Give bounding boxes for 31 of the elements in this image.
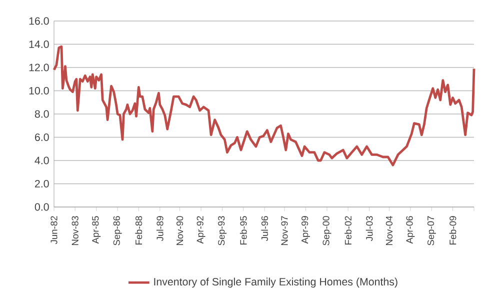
x-tick-label: Nov-83 [72, 216, 78, 246]
x-tick-label: Jun-82 [50, 216, 58, 244]
x-tick-label: Jul-89 [156, 216, 164, 241]
y-tick-label: 16.0 [29, 17, 49, 25]
x-tick-label: Sep-93 [218, 216, 227, 246]
y-tick-label: 10.0 [29, 86, 49, 95]
x-tick-label: Sep-00 [322, 216, 332, 246]
x-tick-label: Nov-90 [176, 216, 184, 246]
x-tick-label: Apr-99 [302, 216, 310, 244]
y-tick-label: 8.0 [34, 110, 49, 118]
x-tick-label: Apr-92 [196, 216, 206, 244]
x-tick-label: Nov-97 [281, 216, 288, 246]
x-tick-label: Feb-88 [135, 216, 142, 244]
x-tick-label: Nov-04 [386, 216, 392, 246]
y-tick-label: 2.0 [35, 180, 49, 188]
x-tick-label: Feb-95 [240, 216, 247, 244]
x-tick-label: Jul-03 [366, 216, 373, 241]
y-tick-label: 12.0 [29, 64, 49, 72]
y-tick-label: 14.0 [29, 40, 49, 48]
x-tick-label: Apr-06 [406, 216, 415, 244]
x-tick-label: Feb-02 [344, 216, 352, 244]
y-tick-label: 0.0 [34, 203, 49, 211]
x-tick-label: Feb-09 [449, 216, 456, 244]
x-tick-label: Jul-96 [261, 216, 268, 241]
line-series [52, 45, 476, 166]
x-tick-label: Apr-85 [92, 216, 101, 244]
y-tick-label: 6.0 [35, 133, 49, 142]
legend-label: Inventory of Single Family Existing Homes (Months) [154, 278, 398, 288]
x-tick-label: Sep-86 [113, 216, 122, 246]
y-tick-label: 4.0 [34, 156, 49, 164]
x-tick-label: Sep-07 [427, 216, 436, 246]
